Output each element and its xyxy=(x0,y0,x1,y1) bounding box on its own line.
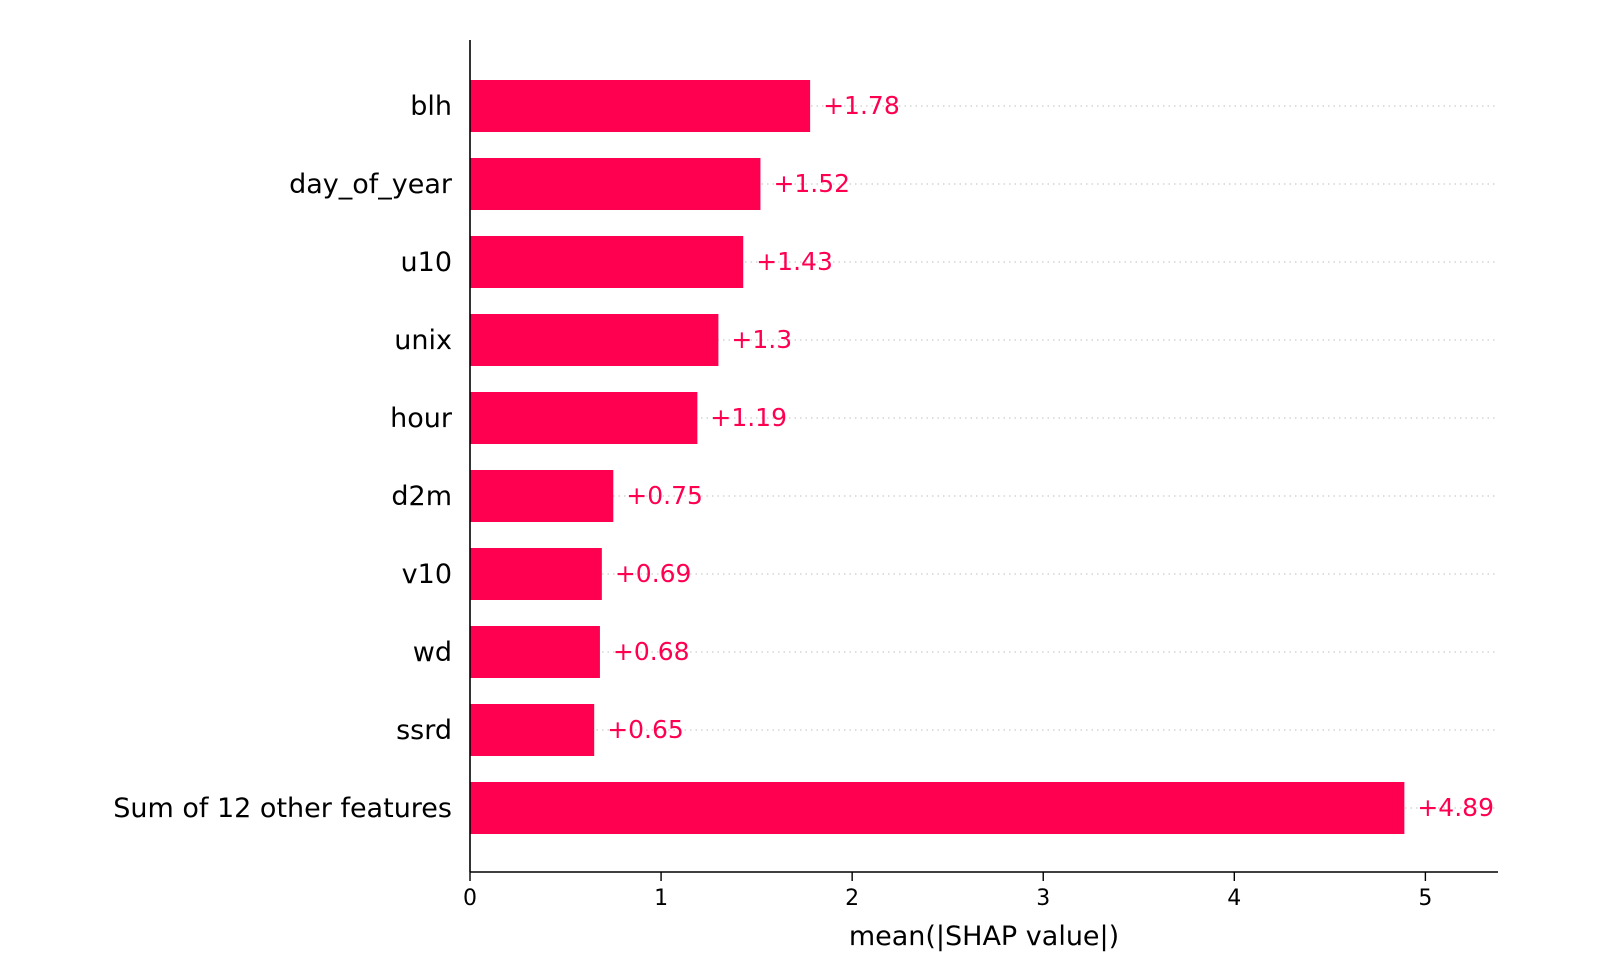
category-label: hour xyxy=(390,403,453,434)
bar xyxy=(470,80,811,132)
value-label: +0.75 xyxy=(626,481,703,510)
value-labels: +1.78 +1.52 +1.43 +1.3 +1.19 +0.75 +0.69 +0.68 +… xyxy=(607,91,1494,822)
x-tick-label: 4 xyxy=(1227,886,1241,911)
value-label: +4.89 xyxy=(1417,793,1494,822)
guide-lines xyxy=(470,105,1498,809)
bar xyxy=(470,782,1405,834)
bar xyxy=(470,392,698,444)
bars xyxy=(470,80,1405,834)
value-label: +1.52 xyxy=(773,169,850,198)
bar xyxy=(470,236,744,288)
category-labels: blh day_of_year u10 unix hour d2m v10 wd ssrd Sum… xyxy=(113,91,453,824)
bar xyxy=(470,548,602,600)
x-tick-label: 1 xyxy=(654,886,668,911)
value-label: +1.78 xyxy=(823,91,900,120)
bar xyxy=(470,314,719,366)
category-label: u10 xyxy=(401,247,452,278)
bar xyxy=(470,626,600,678)
value-label: +0.68 xyxy=(613,637,690,666)
x-tick-label: 3 xyxy=(1036,886,1050,911)
value-label: +1.3 xyxy=(731,325,792,354)
x-axis-label: mean(|SHAP value|) xyxy=(849,921,1119,952)
category-label: blh xyxy=(410,91,452,122)
x-tick-label: 0 xyxy=(463,886,477,911)
category-label: d2m xyxy=(391,481,452,512)
value-label: +0.65 xyxy=(607,715,684,744)
bar xyxy=(470,704,595,756)
category-label: day_of_year xyxy=(289,169,453,200)
bar xyxy=(470,470,614,522)
x-tick-label: 2 xyxy=(845,886,859,911)
x-axis-ticks: 0 1 2 3 4 5 xyxy=(463,872,1432,911)
value-label: +1.19 xyxy=(710,403,787,432)
bar xyxy=(470,158,761,210)
category-label: wd xyxy=(413,637,452,668)
category-label: unix xyxy=(394,325,452,356)
category-label: Sum of 12 other features xyxy=(113,793,452,824)
category-label: v10 xyxy=(402,559,452,590)
category-label: ssrd xyxy=(396,715,452,746)
value-label: +0.69 xyxy=(615,559,692,588)
value-label: +1.43 xyxy=(756,247,833,276)
x-tick-label: 5 xyxy=(1418,886,1432,911)
